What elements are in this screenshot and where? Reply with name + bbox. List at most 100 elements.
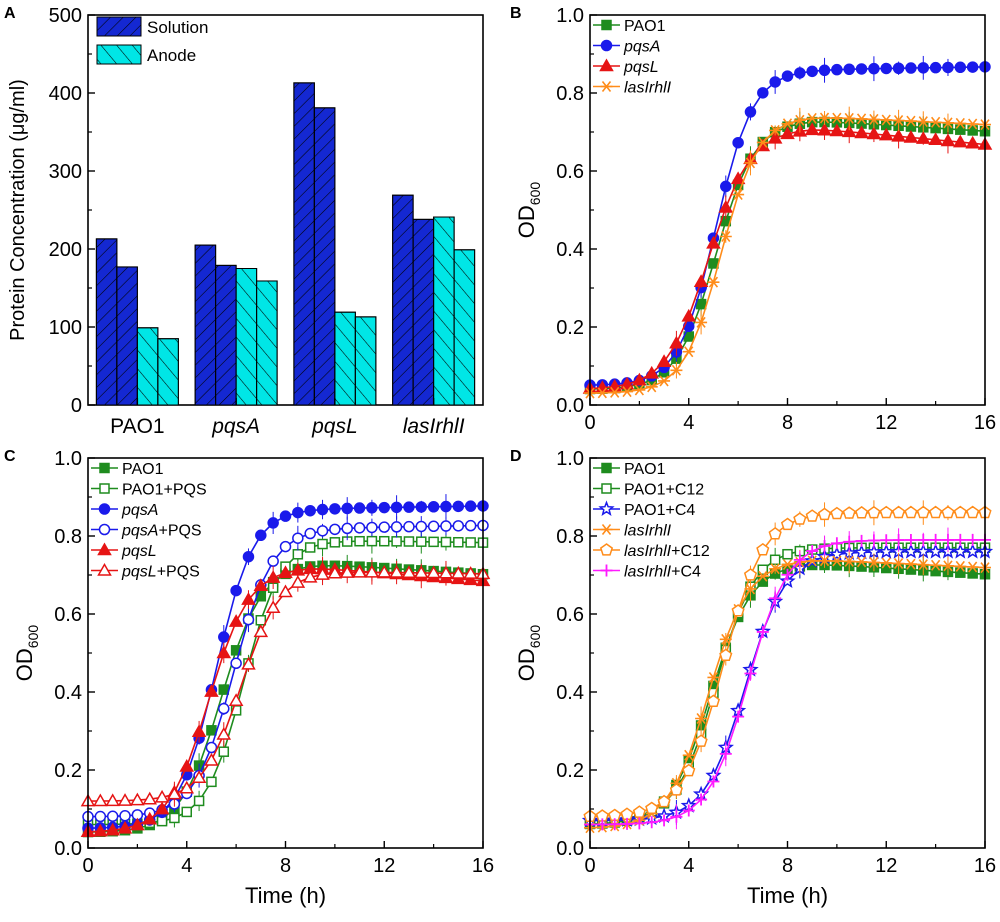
- data-point: [781, 70, 794, 82]
- data-point: [781, 568, 794, 581]
- data-point: [855, 505, 869, 519]
- data-point: [780, 126, 795, 140]
- data-point: [600, 524, 613, 535]
- data-point: [917, 62, 930, 74]
- data-point: [744, 157, 757, 169]
- data-point: [941, 533, 954, 546]
- series-line: [88, 540, 484, 826]
- data-point: [341, 502, 353, 515]
- data-point: [391, 536, 402, 547]
- legend-label: lasIrhlI+C4: [624, 564, 701, 581]
- series-line: [87, 571, 484, 802]
- data-point: [682, 763, 696, 777]
- data-point: [94, 810, 107, 823]
- data-point: [695, 316, 708, 328]
- y-axis-label: OD600: [12, 625, 41, 682]
- data-point: [719, 747, 732, 760]
- data-point: [601, 19, 612, 31]
- data-point: [880, 62, 892, 75]
- data-point: [378, 501, 390, 514]
- data-point: [817, 122, 832, 136]
- data-point: [853, 543, 870, 560]
- data-point: [290, 575, 306, 588]
- data-point: [830, 506, 844, 520]
- data-point: [905, 564, 917, 575]
- y-axis-label-subscript: 600: [25, 625, 41, 649]
- data-point: [130, 817, 145, 831]
- legend-label: PAO1: [624, 18, 666, 35]
- data-point: [793, 114, 806, 126]
- data-point: [329, 537, 341, 548]
- data-point: [917, 533, 930, 546]
- data-point: [599, 58, 614, 72]
- data-point: [93, 793, 108, 807]
- data-point: [621, 386, 634, 398]
- data-point: [242, 550, 255, 563]
- data-point: [253, 578, 269, 592]
- data-point: [880, 114, 893, 126]
- data-point: [830, 112, 843, 124]
- data-point: [452, 500, 465, 513]
- series-1: [584, 55, 991, 391]
- data-point: [682, 346, 695, 358]
- data-point: [707, 775, 720, 788]
- legend-strain: PAO1: [624, 18, 666, 35]
- y-tick-label: 500: [49, 5, 82, 27]
- legend-label: pqsA+PQS: [121, 523, 202, 540]
- series-line: [589, 117, 986, 394]
- y-tick-label: 0.2: [54, 760, 82, 782]
- data-point: [669, 783, 683, 796]
- data-point: [440, 500, 452, 513]
- y-tick-label: 0.6: [556, 604, 584, 626]
- data-point: [452, 520, 465, 532]
- data-point: [438, 565, 454, 579]
- y-axis-label: OD600: [514, 625, 543, 682]
- data-point: [97, 562, 112, 576]
- data-point: [855, 534, 868, 547]
- data-point: [453, 536, 464, 548]
- data-point: [817, 507, 832, 521]
- data-point: [806, 545, 819, 558]
- data-point: [278, 584, 293, 598]
- data-point: [929, 505, 943, 519]
- data-point: [428, 536, 439, 548]
- data-point: [818, 540, 831, 553]
- category-label: PAO1: [110, 415, 164, 438]
- legend-label: pqsL: [623, 59, 659, 76]
- data-point: [954, 117, 967, 129]
- data-point: [953, 134, 968, 148]
- data-point: [389, 565, 404, 578]
- legend-treatment: +C4: [666, 502, 696, 519]
- data-point: [632, 372, 647, 386]
- data-point: [843, 112, 856, 124]
- data-point: [329, 523, 341, 536]
- legend-treatment: +C12: [671, 543, 710, 560]
- data-point: [206, 725, 217, 736]
- x-tick-label: 4: [181, 855, 192, 877]
- data-point: [253, 624, 269, 638]
- data-point: [905, 121, 917, 132]
- data-point: [230, 584, 242, 597]
- data-point: [929, 61, 942, 74]
- data-point: [644, 365, 660, 379]
- legend-strain: pqsL: [121, 543, 157, 560]
- data-point: [966, 118, 979, 130]
- data-point: [633, 384, 646, 396]
- bar-hatch: [354, 316, 377, 406]
- data-point: [341, 522, 353, 535]
- data-point: [317, 538, 328, 550]
- data-point: [403, 536, 415, 547]
- data-point: [905, 62, 917, 74]
- data-point: [731, 604, 745, 617]
- data-point: [598, 500, 615, 516]
- data-point: [117, 793, 133, 806]
- legend-label: PAO1: [122, 461, 164, 478]
- data-point: [440, 536, 452, 548]
- legend-strain: pqsA: [623, 39, 660, 56]
- data-point: [693, 274, 709, 287]
- series-line: [589, 546, 985, 822]
- y-tick-label: 0.4: [556, 239, 584, 261]
- data-point: [378, 521, 390, 533]
- data-point: [806, 555, 819, 567]
- data-point: [279, 540, 292, 553]
